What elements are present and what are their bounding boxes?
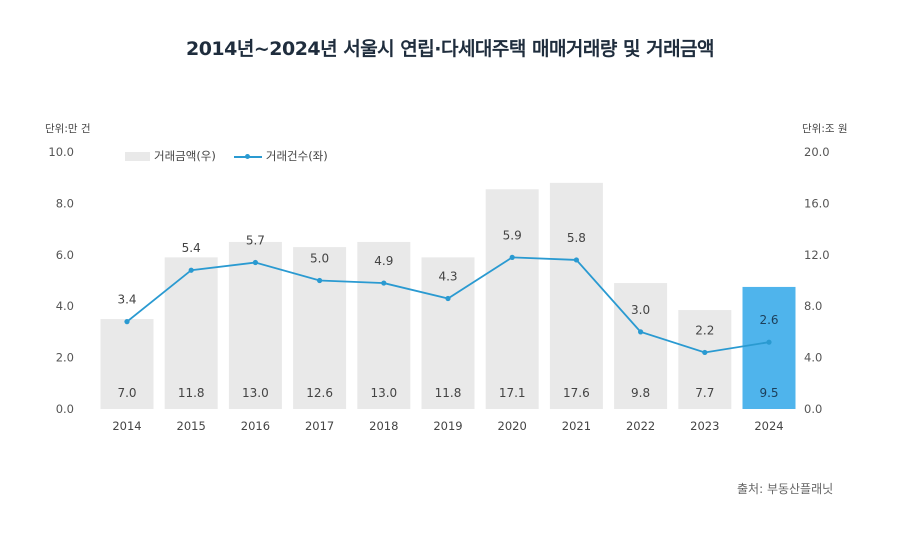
bar: [485, 189, 539, 409]
x-axis-tick-label: 2023: [690, 419, 719, 433]
bar: [100, 319, 154, 409]
x-axis-tick-label: 2020: [498, 419, 527, 433]
right-axis-tick-label: 8.0: [804, 299, 822, 313]
bar-value-label: 9.5: [759, 386, 778, 400]
bar-value-label: 17.6: [563, 386, 590, 400]
bar-value-label: 12.6: [306, 386, 333, 400]
bar: [357, 241, 411, 409]
bar: [421, 257, 475, 409]
right-axis-tick-label: 12.0: [804, 248, 830, 262]
line-value-label: 4.3: [438, 269, 457, 283]
left-axis-tick-label: 0.0: [56, 402, 74, 416]
left-axis-tick-label: 8.0: [56, 196, 74, 210]
right-axis-tick-label: 4.0: [804, 351, 822, 365]
line-value-label: 3.0: [631, 303, 650, 317]
count-point: [124, 319, 130, 325]
x-axis-tick-label: 2022: [626, 419, 655, 433]
line-value-label: 5.4: [182, 241, 201, 255]
line-value-label: 5.7: [246, 234, 265, 248]
bar-value-label: 13.0: [370, 386, 397, 400]
x-axis-tick-label: 2024: [754, 419, 783, 433]
bar-value-label: 11.8: [435, 386, 462, 400]
count-point: [509, 254, 515, 260]
bar-value-label: 9.8: [631, 386, 650, 400]
bar: [164, 257, 218, 409]
line-value-label: 5.0: [310, 252, 329, 266]
left-axis-unit: 단위:만 건: [45, 123, 91, 135]
left-axis-tick-label: 4.0: [56, 299, 74, 313]
bar: [549, 182, 603, 409]
count-point: [252, 259, 258, 266]
right-axis-unit: 단위:조 원: [802, 123, 848, 135]
legend-label-amount: 거래금액(우): [154, 149, 216, 163]
chart-title: 2014년~2024년 서울시 연립·다세대주택 매매거래량 및 거래금액: [185, 38, 715, 60]
left-axis-tick-label: 10.0: [48, 145, 74, 159]
count-point: [573, 257, 580, 263]
source-note: 출처: 부동산플래닛: [737, 482, 834, 496]
x-axis-tick-label: 2016: [241, 419, 270, 433]
line-value-label: 2.2: [695, 323, 714, 337]
count-point: [445, 295, 451, 302]
x-axis-tick-label: 2017: [305, 419, 334, 433]
x-axis-tick-label: 2014: [112, 419, 141, 433]
bar: [293, 247, 347, 409]
x-axis-tick-label: 2021: [562, 419, 591, 433]
legend: 거래금액(우) 거래건수(좌): [125, 148, 346, 164]
bar-value-label: 17.1: [499, 386, 526, 400]
bar: [614, 283, 668, 409]
legend-label-count: 거래건수(좌): [265, 149, 328, 163]
line-value-label: 2.6: [759, 313, 778, 327]
line-value-label: 3.4: [117, 293, 136, 307]
bar-swatch-icon: [125, 151, 150, 161]
x-axis-tick-label: 2018: [369, 419, 398, 433]
left-axis-tick-label: 2.0: [56, 351, 74, 365]
left-axis-tick-label: 6.0: [56, 248, 74, 262]
x-axis-tick-label: 2019: [433, 419, 462, 433]
bar-value-label: 7.0: [117, 386, 136, 400]
line-value-label: 4.9: [374, 254, 393, 268]
x-axis-tick-label: 2015: [177, 419, 206, 433]
line-value-label: 5.8: [567, 231, 586, 245]
bar-highlight: [742, 286, 796, 409]
bar: [228, 241, 282, 409]
legend-item-amount: 거래금액(우): [125, 148, 216, 164]
line-value-label: 5.9: [503, 228, 522, 242]
right-axis-tick-label: 16.0: [804, 196, 830, 210]
count-point: [766, 339, 772, 345]
count-point: [702, 349, 708, 356]
bar: [678, 310, 732, 409]
legend-item-count: 거래건수(좌): [233, 148, 328, 164]
right-axis-tick-label: 20.0: [804, 145, 830, 159]
bar-value-label: 11.8: [178, 386, 205, 400]
line-marker-icon: [233, 151, 262, 161]
count-point: [638, 329, 644, 335]
bar-value-label: 7.7: [695, 386, 714, 400]
count-point: [317, 277, 323, 284]
count-point: [381, 280, 387, 286]
bar-value-label: 13.0: [242, 386, 269, 400]
count-point: [188, 267, 194, 273]
right-axis-tick-label: 0.0: [804, 402, 822, 416]
